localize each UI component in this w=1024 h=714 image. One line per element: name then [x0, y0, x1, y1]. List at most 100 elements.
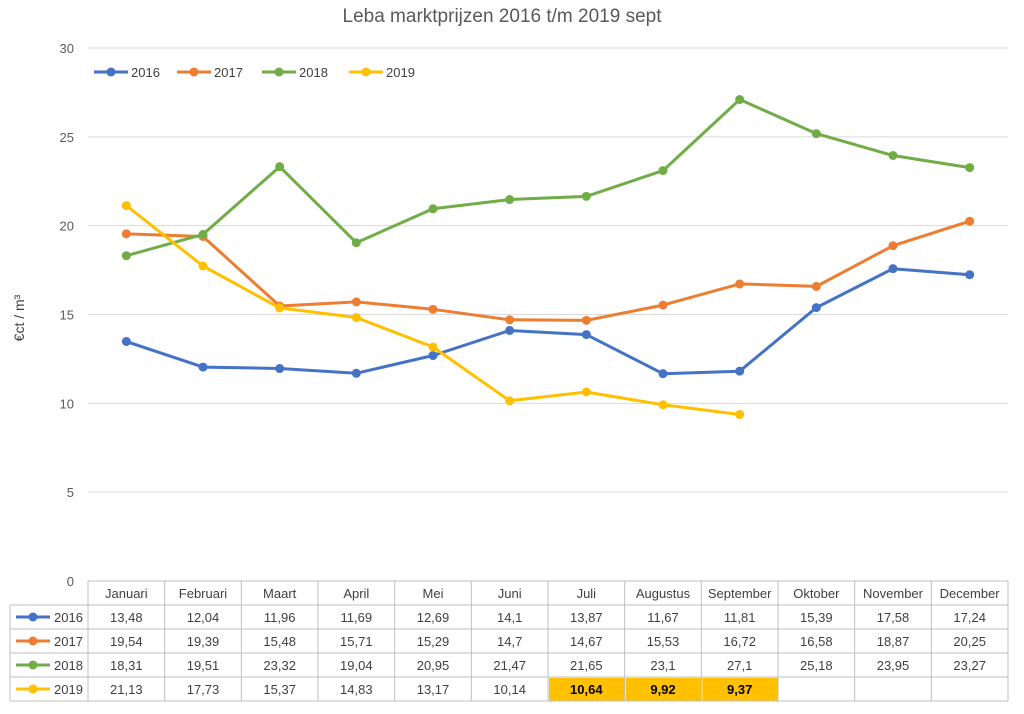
table-cell-value: 19,04: [340, 658, 373, 673]
category-label: April: [343, 586, 369, 601]
table-cell-value: 25,18: [800, 658, 833, 673]
data-point: [581, 191, 591, 201]
table-cell-value: 21,65: [570, 658, 603, 673]
legend-label: 2017: [214, 65, 243, 80]
data-point: [428, 351, 438, 361]
table-cell-value: 19,51: [187, 658, 220, 673]
table-cell-value: 9,92: [650, 682, 675, 697]
legend-marker: [274, 67, 284, 77]
data-point: [351, 368, 361, 378]
data-point: [121, 201, 131, 211]
category-label: Maart: [263, 586, 297, 601]
table-cell-value: 18,87: [877, 634, 910, 649]
table-cell-value: 14,7: [497, 634, 522, 649]
legend-label: 2019: [386, 65, 415, 80]
data-point: [658, 300, 668, 310]
table-cell-value: 11,67: [647, 610, 679, 625]
table-cell-value: 15,29: [417, 634, 450, 649]
table-cell-value: 13,48: [110, 610, 143, 625]
category-label: Januari: [105, 586, 148, 601]
table-cell-value: 23,1: [650, 658, 675, 673]
table-cell-value: 10,14: [493, 682, 526, 697]
data-point: [198, 362, 208, 372]
data-point: [811, 303, 821, 313]
data-point: [735, 366, 745, 376]
y-tick-label: 10: [60, 396, 74, 411]
table-cell-value: 13,87: [570, 610, 603, 625]
data-point: [505, 315, 515, 325]
table-cell-value: 11,81: [724, 610, 756, 625]
y-tick-label: 30: [60, 41, 74, 56]
table-cell-value: 15,48: [263, 634, 296, 649]
data-point: [121, 229, 131, 239]
table-cell-value: 13,17: [417, 682, 450, 697]
data-point: [428, 204, 438, 214]
data-point: [735, 279, 745, 289]
data-point: [275, 364, 285, 374]
data-point: [658, 166, 668, 176]
data-point: [351, 297, 361, 307]
table-cell-value: 19,54: [110, 634, 143, 649]
data-point: [505, 195, 515, 205]
table-cell-value: 14,1: [497, 610, 522, 625]
table-series-key-marker: [28, 660, 38, 670]
data-point: [351, 238, 361, 248]
data-point: [965, 270, 975, 280]
data-table: Januari Februari Maart April Mei Juni Juli Augu…: [9, 580, 1009, 702]
table-series-name: 2018: [54, 658, 83, 673]
table-cell-value: 11,96: [264, 610, 296, 625]
data-point: [811, 129, 821, 139]
table-cell-value: 27,1: [727, 658, 752, 673]
data-point: [428, 304, 438, 314]
table-cell-value: 16,58: [800, 634, 833, 649]
data-point: [735, 410, 745, 420]
table-cell-value: 16,72: [723, 634, 756, 649]
table-cell-value: 15,37: [263, 682, 296, 697]
table-cell-value: 18,31: [110, 658, 143, 673]
legend-label: 2016: [131, 65, 160, 80]
gridlines: [88, 47, 1008, 582]
category-label: Februari: [179, 586, 228, 601]
series-line-2018: [124, 98, 972, 258]
data-point: [581, 387, 591, 397]
data-point: [351, 313, 361, 323]
table-cell-value: 15,39: [800, 610, 833, 625]
table-cell-value: 14,83: [340, 682, 373, 697]
category-label: Mei: [423, 586, 444, 601]
category-label: Juli: [577, 586, 597, 601]
table-cell-value: 12,04: [187, 610, 220, 625]
data-point: [198, 261, 208, 271]
table-cell-value: 11,69: [341, 610, 373, 625]
table-cell-value: 21,47: [493, 658, 526, 673]
table-cell-value: 17,24: [953, 610, 986, 625]
series-line-2017: [124, 219, 972, 322]
data-point: [888, 150, 898, 160]
category-label: Augustus: [636, 586, 691, 601]
data-point: [581, 330, 591, 340]
legend-marker: [361, 67, 371, 77]
data-point: [121, 337, 131, 347]
chart-title: Leba marktprijzen 2016 t/m 2019 sept: [343, 6, 663, 27]
data-point: [658, 400, 668, 410]
category-label: September: [708, 586, 772, 601]
data-point: [581, 315, 591, 325]
data-point: [888, 264, 898, 274]
category-label: Oktober: [793, 586, 840, 601]
table-series-key-marker: [28, 684, 38, 694]
legend-label: 2018: [299, 65, 328, 80]
table-cell-value: 17,58: [877, 610, 910, 625]
data-point: [428, 342, 438, 352]
data-point: [965, 216, 975, 226]
table-cell-value: 12,69: [417, 610, 450, 625]
table-series-name: 2016: [54, 610, 83, 625]
data-point: [735, 95, 745, 105]
table-cell-value: 23,32: [263, 658, 296, 673]
legend: 2016 2017 2018 2019: [94, 65, 415, 80]
highlight-cell: [625, 678, 702, 701]
data-point: [275, 303, 285, 313]
table-cell-value: 9,37: [727, 682, 752, 697]
data-point: [121, 251, 131, 261]
data-point: [811, 281, 821, 291]
table-series-key-marker: [28, 636, 38, 646]
highlight-cell: [702, 678, 778, 701]
